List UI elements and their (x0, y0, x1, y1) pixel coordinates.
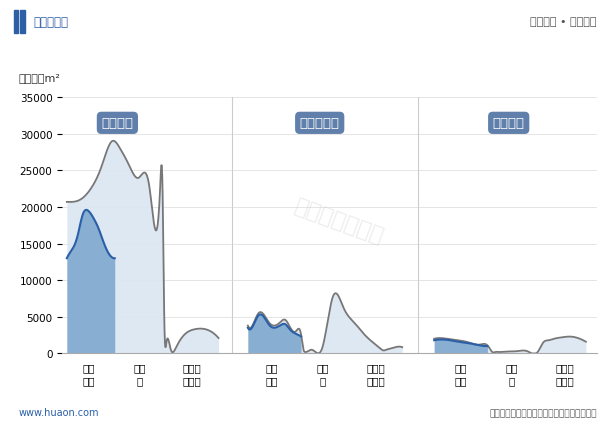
Text: 华经情报网: 华经情报网 (34, 16, 69, 29)
Bar (14, 11, 18, 34)
Bar (20, 11, 25, 34)
Text: 2016-2024年1-10月云南省房地产施工面积情况: 2016-2024年1-10月云南省房地产施工面积情况 (149, 57, 466, 75)
Text: 施工面积: 施工面积 (101, 117, 133, 130)
Text: 单位：万m²: 单位：万m² (18, 73, 60, 83)
Text: 华经产业研究院: 华经产业研究院 (292, 195, 387, 246)
Text: 数据来源：国家统计局；华经产业研究院整理: 数据来源：国家统计局；华经产业研究院整理 (489, 409, 597, 417)
Text: 新开工面积: 新开工面积 (300, 117, 339, 130)
Text: 竣工面积: 竣工面积 (493, 117, 525, 130)
Text: www.huaon.com: www.huaon.com (18, 407, 99, 417)
Text: 专业严谨 • 客观科学: 专业严谨 • 客观科学 (530, 17, 597, 27)
